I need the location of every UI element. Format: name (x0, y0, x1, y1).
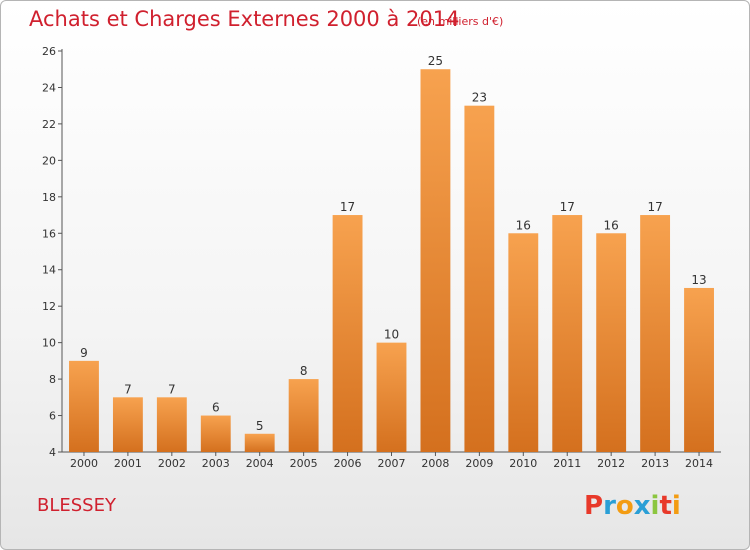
logo-letter: P (584, 491, 604, 521)
logo-letter: t (659, 491, 672, 521)
bar (684, 287, 714, 452)
proxiti-logo[interactable]: Proxiti (584, 491, 681, 521)
value-label: 17 (647, 200, 662, 214)
x-tick-label: 2002 (158, 457, 186, 470)
y-tick-label: 4 (49, 446, 56, 459)
bar (596, 233, 627, 452)
value-label: 8 (300, 364, 308, 378)
bar (244, 433, 275, 452)
value-label: 7 (168, 382, 176, 396)
x-tick-label: 2007 (378, 457, 406, 470)
y-tick-label: 16 (42, 227, 56, 240)
x-tick-label: 2008 (421, 457, 449, 470)
chart-title: Achats et Charges Externes 2000 à 2014 (29, 7, 460, 31)
bar (508, 233, 539, 452)
y-tick-label: 18 (42, 191, 56, 204)
x-tick-label: 2013 (641, 457, 669, 470)
x-tick-label: 2000 (70, 457, 98, 470)
bar (640, 215, 671, 452)
logo-letter: i (671, 491, 681, 521)
y-tick-label: 22 (42, 118, 56, 131)
x-tick-label: 2006 (334, 457, 362, 470)
value-label: 16 (604, 218, 619, 232)
x-tick-label: 2011 (553, 457, 581, 470)
value-label: 6 (212, 401, 220, 415)
bar (112, 397, 143, 452)
y-tick-label: 6 (49, 410, 56, 423)
logo-letter: o (615, 491, 634, 521)
x-tick-label: 2004 (246, 457, 274, 470)
bar (464, 105, 495, 452)
labels: 2000 9 2001 7 2002 7 2003 6 2004 5 2005 8 2006 17 2007… (70, 54, 713, 470)
value-label: 17 (340, 200, 355, 214)
bar (69, 360, 99, 452)
bar (420, 69, 451, 453)
value-label: 5 (256, 419, 264, 433)
x-tick-label: 2001 (114, 457, 142, 470)
y-tick-label: 10 (42, 337, 56, 350)
logo-letter: r (603, 491, 616, 521)
y-tick-label: 12 (42, 300, 56, 313)
value-label: 7 (124, 382, 132, 396)
chart-subtitle: (en milliers d'€) (417, 15, 504, 28)
value-label: 10 (384, 328, 399, 342)
x-tick-label: 2003 (202, 457, 230, 470)
bar (332, 215, 363, 452)
value-label: 9 (80, 346, 88, 360)
commune-name: BLESSEY (37, 495, 116, 516)
y-tick-label: 14 (42, 264, 56, 277)
x-tick-label: 2005 (290, 457, 318, 470)
bar (200, 415, 231, 452)
value-label: 16 (516, 218, 531, 232)
x-tick-label: 2010 (509, 457, 537, 470)
bar (376, 342, 407, 452)
bar (288, 379, 319, 452)
y-tick-label: 8 (49, 373, 56, 386)
value-label: 25 (428, 54, 443, 68)
value-label: 17 (560, 200, 575, 214)
y-tick-label: 26 (42, 45, 56, 58)
logo-letter: x (633, 491, 651, 521)
value-label: 23 (472, 91, 487, 105)
y-tick-label: 24 (42, 81, 56, 94)
x-tick-label: 2009 (465, 457, 493, 470)
bar (552, 215, 583, 452)
x-tick-label: 2014 (685, 457, 713, 470)
x-tick-label: 2012 (597, 457, 625, 470)
logo-letter: i (650, 491, 660, 521)
bar (156, 397, 187, 452)
y-tick-label: 20 (42, 154, 56, 167)
bars (69, 69, 714, 453)
value-label: 13 (691, 273, 706, 287)
